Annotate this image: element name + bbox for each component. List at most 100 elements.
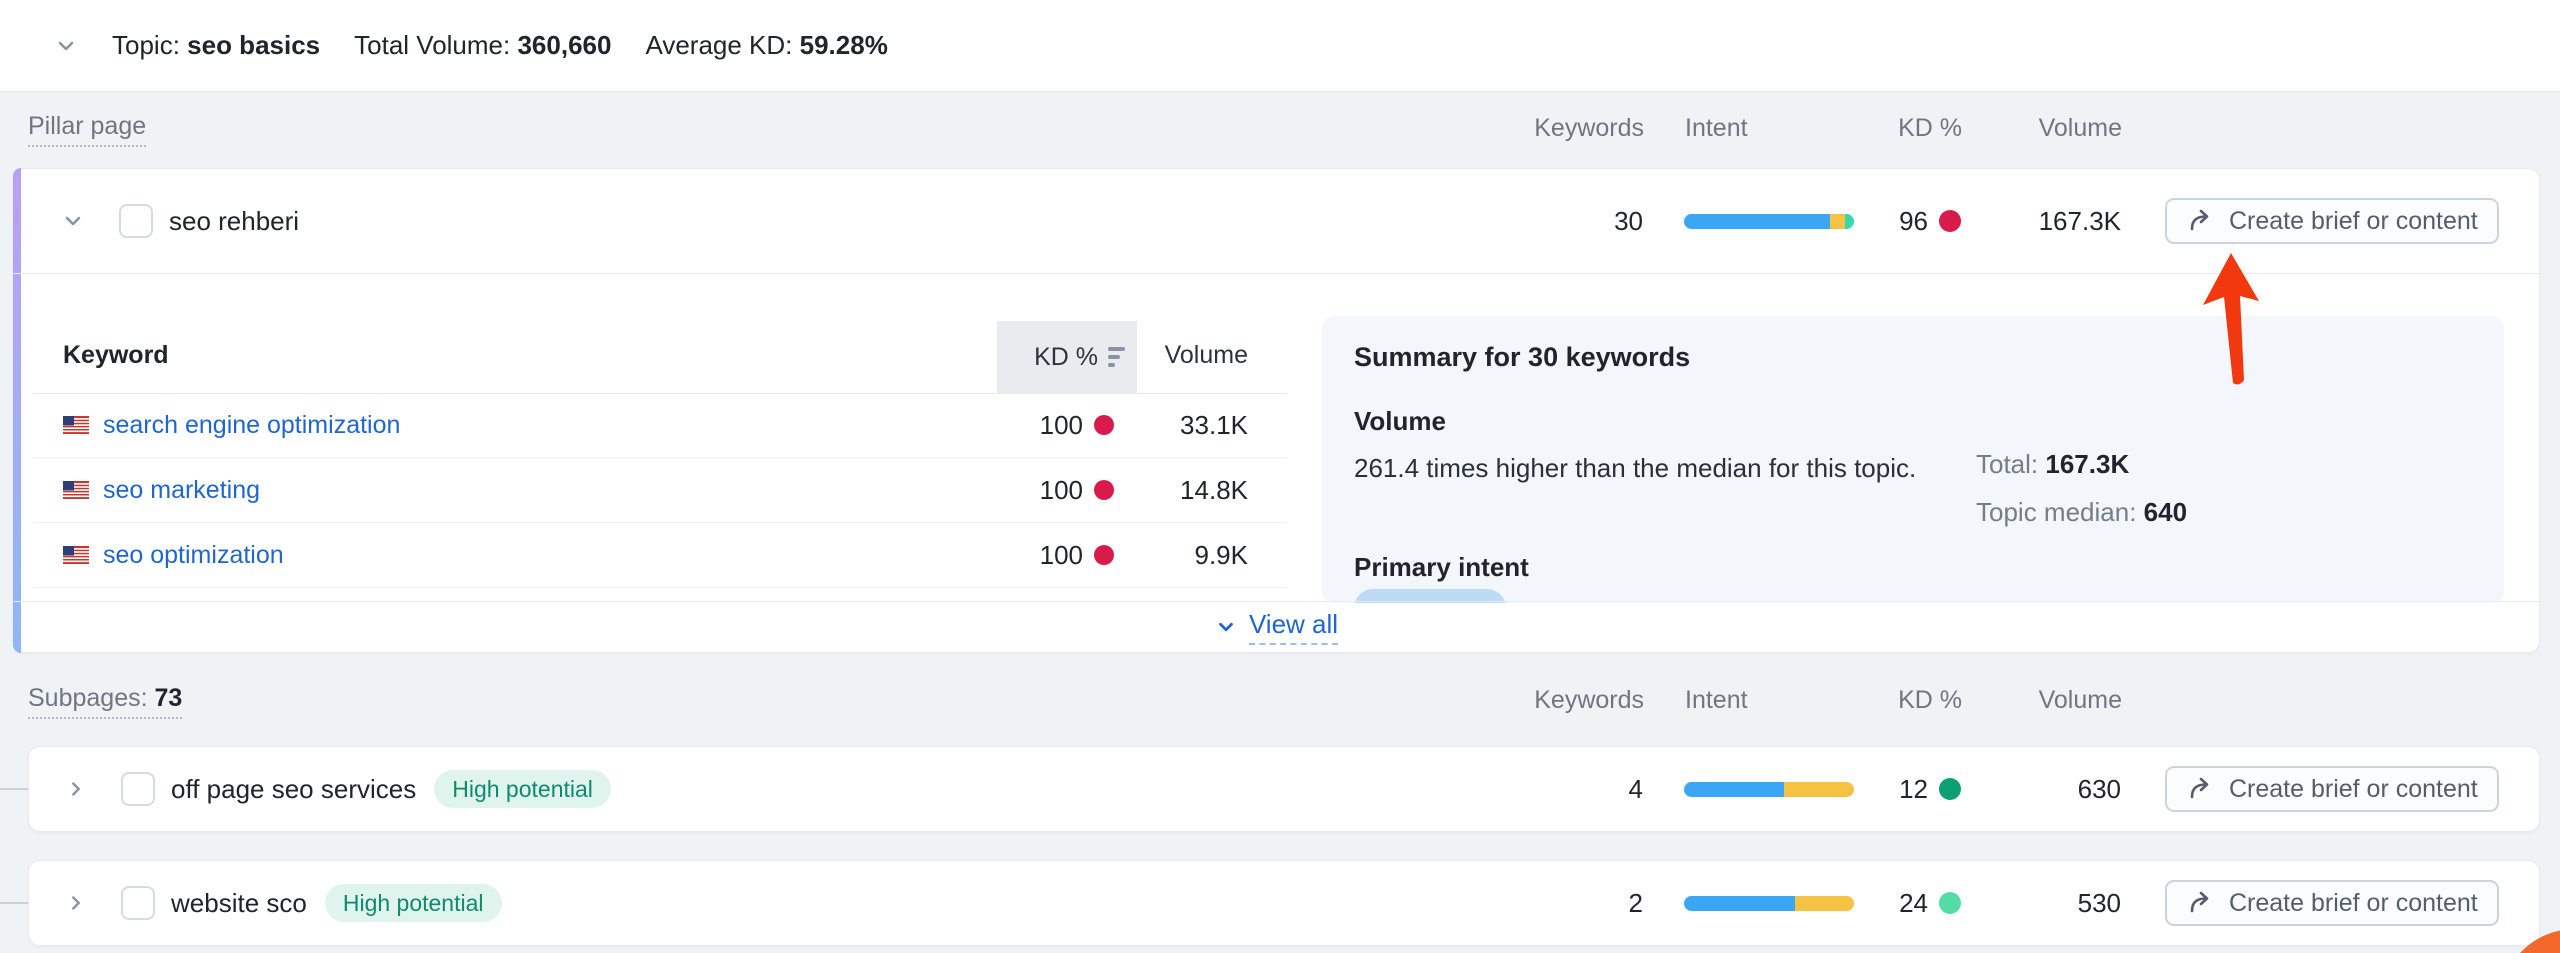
total-volume-value: 360,660 xyxy=(517,30,612,60)
view-all-link[interactable]: View all xyxy=(1215,609,1339,645)
high-potential-badge: High potential xyxy=(324,884,502,922)
volume-column-header: Volume xyxy=(1164,341,1248,369)
collapse-topic-icon[interactable] xyxy=(54,34,78,58)
summary-volume-heading: Volume xyxy=(1354,406,1446,436)
topic-median-label: Topic median: xyxy=(1976,497,2137,527)
keywords-count: 4 xyxy=(1628,773,1643,804)
subpages-count: 73 xyxy=(154,684,183,712)
subpage-card: website sco High potential 2 24 530 Crea… xyxy=(28,860,2540,946)
row-checkbox[interactable] xyxy=(121,886,155,920)
share-icon xyxy=(2190,891,2209,913)
volume-value: 33.1K xyxy=(1180,409,1248,440)
pillar-name: seo rehberi xyxy=(169,205,300,236)
kd-value: 100 xyxy=(1039,474,1083,505)
button-label: Create brief or content xyxy=(2229,774,2478,803)
total-label: Total: xyxy=(1976,449,2039,479)
high-potential-badge: High potential xyxy=(434,770,611,808)
chevron-down-icon xyxy=(1219,622,1233,632)
column-header-volume: Volume xyxy=(2038,686,2122,714)
topbar: Topic: seo basics Total Volume: 360,660 … xyxy=(0,0,2560,92)
topic-value: seo basics xyxy=(187,30,321,60)
create-brief-button[interactable]: Create brief or content xyxy=(2165,766,2499,812)
share-icon xyxy=(2190,209,2209,231)
intent-bar xyxy=(1684,781,1854,797)
average-kd-group: Average KD: 59.28% xyxy=(645,30,887,61)
pillar-card: seo rehberi 30 96 167.3K Create brief or… xyxy=(13,168,2540,653)
summary-volume-text: 261.4 times higher than the median for t… xyxy=(1354,453,1917,483)
kd-dot xyxy=(1094,415,1114,435)
intent-bar xyxy=(1684,213,1854,229)
column-header-keywords: Keywords xyxy=(1534,114,1644,142)
subpage-name: off page seo services xyxy=(171,773,417,804)
summary-total: Total: 167.3K xyxy=(1976,449,2129,480)
keyword-link[interactable]: seo marketing xyxy=(103,475,261,504)
column-header-kd: KD % xyxy=(1898,114,1962,142)
button-label: Create brief or content xyxy=(2229,888,2478,917)
primary-intent-heading: Primary intent xyxy=(1354,552,1529,582)
volume-value: 9.9K xyxy=(1194,539,1249,570)
kd-dot xyxy=(1939,778,1961,800)
subpages-label: Subpages: 73 xyxy=(28,684,183,719)
subpages-section-header: Subpages: 73 Keywords Intent KD % Volume xyxy=(0,680,2560,722)
total-volume-group: Total Volume: 360,660 xyxy=(354,30,611,61)
row-checkbox[interactable] xyxy=(119,204,153,238)
pillar-page-label: Pillar page xyxy=(28,112,147,147)
subpage-card: off page seo services High potential 4 1… xyxy=(28,746,2540,832)
keywords-count: 30 xyxy=(1614,205,1643,236)
topic-median-value: 640 xyxy=(2143,497,2188,527)
keyword-link[interactable]: search engine optimization xyxy=(103,410,401,439)
kd-dot xyxy=(1094,545,1114,565)
total-volume-label: Total Volume: xyxy=(354,30,511,60)
annotation-arrow xyxy=(2203,253,2259,385)
column-header-intent: Intent xyxy=(1685,114,1748,142)
topic-group: Topic: seo basics xyxy=(112,30,320,61)
kd-value: 24 xyxy=(1899,887,1928,918)
table-header-divider xyxy=(33,393,1287,394)
column-header-keywords: Keywords xyxy=(1534,686,1644,714)
keywords-count: 2 xyxy=(1628,887,1643,918)
summary-title: Summary for 30 keywords xyxy=(1354,342,1691,372)
column-header-intent: Intent xyxy=(1685,686,1748,714)
kd-value: 12 xyxy=(1899,773,1928,804)
average-kd-value: 59.28% xyxy=(799,30,888,60)
intent-bar xyxy=(1684,895,1854,911)
volume-value: 167.3K xyxy=(2038,205,2121,236)
average-kd-label: Average KD: xyxy=(645,30,793,60)
column-header-volume: Volume xyxy=(2038,114,2122,142)
chevron-right-icon[interactable] xyxy=(65,892,87,914)
volume-value: 630 xyxy=(2077,773,2121,804)
subpage-name: website sco xyxy=(171,887,307,918)
keyword-row: seo optimization 100 9.9K xyxy=(33,523,1287,588)
volume-value: 530 xyxy=(2077,887,2121,918)
us-flag-icon xyxy=(63,416,89,434)
tree-connector xyxy=(0,902,29,904)
us-flag-icon xyxy=(63,481,89,499)
collapse-row-icon[interactable] xyxy=(61,209,85,233)
keyword-link[interactable]: seo optimization xyxy=(103,540,284,569)
view-all-strip: View all xyxy=(14,601,2539,652)
kd-dot xyxy=(1939,892,1961,914)
row-checkbox[interactable] xyxy=(121,772,155,806)
topic-label: Topic: xyxy=(112,30,180,60)
column-header-kd: KD % xyxy=(1898,686,1962,714)
create-brief-button[interactable]: Create brief or content xyxy=(2165,880,2499,926)
kd-column-header[interactable]: KD % xyxy=(997,321,1125,393)
chevron-right-icon[interactable] xyxy=(65,778,87,800)
kd-dot xyxy=(1094,480,1114,500)
total-value: 167.3K xyxy=(2045,449,2130,479)
volume-value: 14.8K xyxy=(1180,474,1248,505)
pillar-accent-bar xyxy=(13,168,21,653)
primary-intent-pill xyxy=(1354,589,1506,603)
share-icon xyxy=(2190,777,2209,799)
create-brief-button[interactable]: Create brief or content xyxy=(2165,198,2499,244)
keyword-row: seo marketing 100 14.8K xyxy=(33,458,1287,523)
summary-panel: Summary for 30 keywords Volume 261.4 tim… xyxy=(1322,316,2504,603)
kd-dot xyxy=(1939,210,1961,232)
pillar-row: seo rehberi 30 96 167.3K Create brief or… xyxy=(14,169,2539,274)
keyword-row: search engine optimization 100 33.1K xyxy=(33,393,1287,458)
pillar-section-header: Pillar page Keywords Intent KD % Volume xyxy=(0,108,2560,150)
summary-topic-median: Topic median: 640 xyxy=(1976,497,2187,528)
button-label: Create brief or content xyxy=(2229,206,2478,235)
tree-connector xyxy=(0,788,29,790)
